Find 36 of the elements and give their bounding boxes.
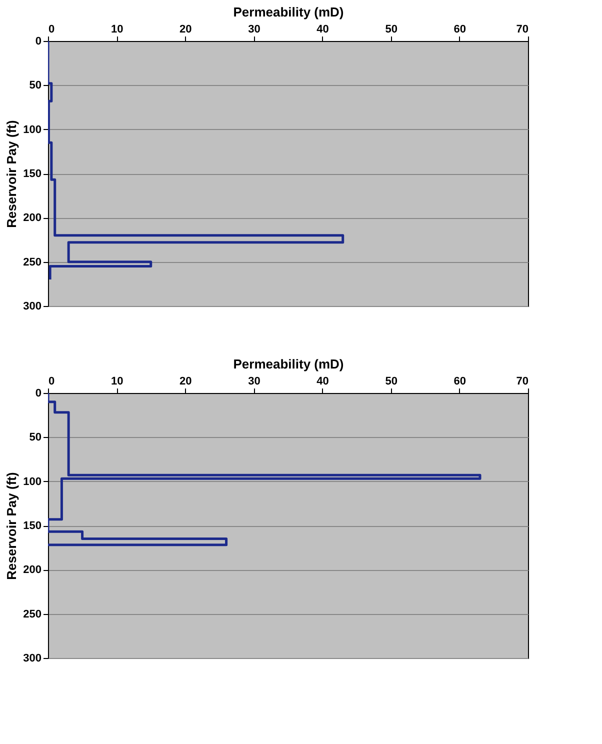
y-axis-title: Reservoir Pay (ft) [4,472,20,580]
x-axis-title: Permeability (mD) [233,4,344,20]
y-tick-label: 50 [29,80,42,92]
y-tick-label: 300 [23,300,42,312]
x-tick-label: 20 [180,24,192,36]
line-series [48,393,482,546]
y-tick-label: 150 [23,520,42,532]
y-tick-label: 200 [23,564,42,576]
y-tick-label: 100 [23,124,42,136]
y-tick-label: 200 [23,212,42,224]
line-series [48,41,344,281]
x-tick-label: 40 [316,376,329,388]
y-axis-title: Reservoir Pay (ft) [4,120,20,228]
y-tick-label: 300 [23,652,42,664]
y-tick-label: 250 [23,608,42,620]
y-tick-label: 150 [23,168,42,180]
x-tick-label: 50 [385,376,398,388]
x-tick-label: 20 [180,376,192,388]
x-tick-label: 50 [385,24,398,36]
x-tick-label: 40 [316,24,329,36]
y-tick-label: 100 [23,476,42,488]
x-tick-label: 60 [454,376,466,388]
y-tick-label: 250 [23,256,42,268]
y-tick-label: 50 [29,432,42,444]
x-tick-label: 70 [516,376,528,388]
y-tick-label: 0 [35,36,42,48]
x-tick-label: 30 [248,24,260,36]
x-tick-label: 70 [516,24,528,36]
x-axis-title: Permeability (mD) [233,356,344,372]
x-tick-label: 0 [48,24,55,36]
y-tick-label: 0 [35,388,42,400]
x-tick-label: 10 [110,24,124,36]
x-tick-label: 0 [48,376,55,388]
x-tick-label: 30 [248,376,260,388]
x-tick-label: 10 [110,376,124,388]
x-tick-label: 60 [454,24,466,36]
